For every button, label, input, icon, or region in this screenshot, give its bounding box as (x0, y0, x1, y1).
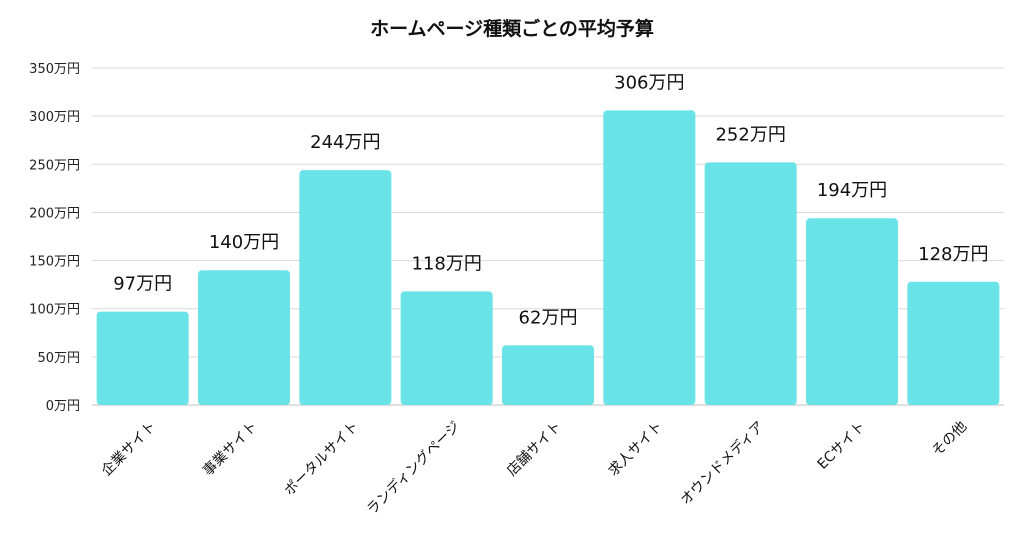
bar (400, 291, 493, 405)
bar (299, 170, 392, 405)
bar (704, 162, 797, 405)
y-tick-label: 350万円 (29, 62, 80, 77)
y-tick-label: 100万円 (29, 303, 80, 318)
y-tick-label: 0万円 (46, 399, 80, 414)
data-label: 194万円 (817, 180, 887, 201)
data-label: 306万円 (614, 72, 684, 93)
y-axis-ticks: 0万円 50万円 100万円 150万円 200万円 250万円 300万円 350万円 (29, 62, 80, 414)
y-tick-label: 250万円 (29, 158, 80, 173)
bars (96, 110, 1000, 405)
data-label: 244万円 (310, 132, 380, 153)
x-tick-label: 店舗サイト (504, 419, 565, 480)
bar (198, 270, 290, 405)
chart-title: ホームページ種類ごとの平均予算 (370, 17, 654, 40)
bar (96, 311, 189, 405)
x-tick-label: ポータルサイト (282, 419, 363, 500)
y-tick-label: 50万円 (37, 351, 80, 366)
bar (502, 345, 594, 405)
x-axis-ticks: 企業サイト 事業サイト ポータルサイト ランディングページ 店舗サイト 求人サイト オウンド… (98, 418, 970, 518)
x-tick-label: 事業サイト (200, 419, 261, 480)
x-tick-label: 求人サイト (605, 419, 666, 480)
x-tick-label: オウンドメディア (677, 418, 768, 509)
y-tick-label: 200万円 (29, 206, 80, 221)
bar (603, 110, 696, 405)
x-tick-label: 企業サイト (98, 418, 160, 480)
bar (806, 218, 898, 405)
x-tick-label: その他 (929, 419, 970, 460)
x-tick-label: ランディングページ (363, 418, 463, 518)
y-tick-label: 150万円 (29, 255, 80, 270)
data-label: 128万円 (918, 244, 988, 265)
y-tick-label: 300万円 (29, 110, 80, 125)
data-label: 252万円 (715, 124, 785, 145)
x-tick-label: ECサイト (815, 419, 869, 473)
data-label: 97万円 (113, 274, 172, 295)
bar (907, 281, 1000, 405)
data-label: 62万円 (519, 307, 578, 328)
data-label: 140万円 (209, 232, 279, 253)
data-label: 118万円 (411, 253, 481, 274)
data-labels: 97万円 140万円 244万円 118万円 62万円 306万円 252万円 194万円 12… (113, 72, 988, 328)
